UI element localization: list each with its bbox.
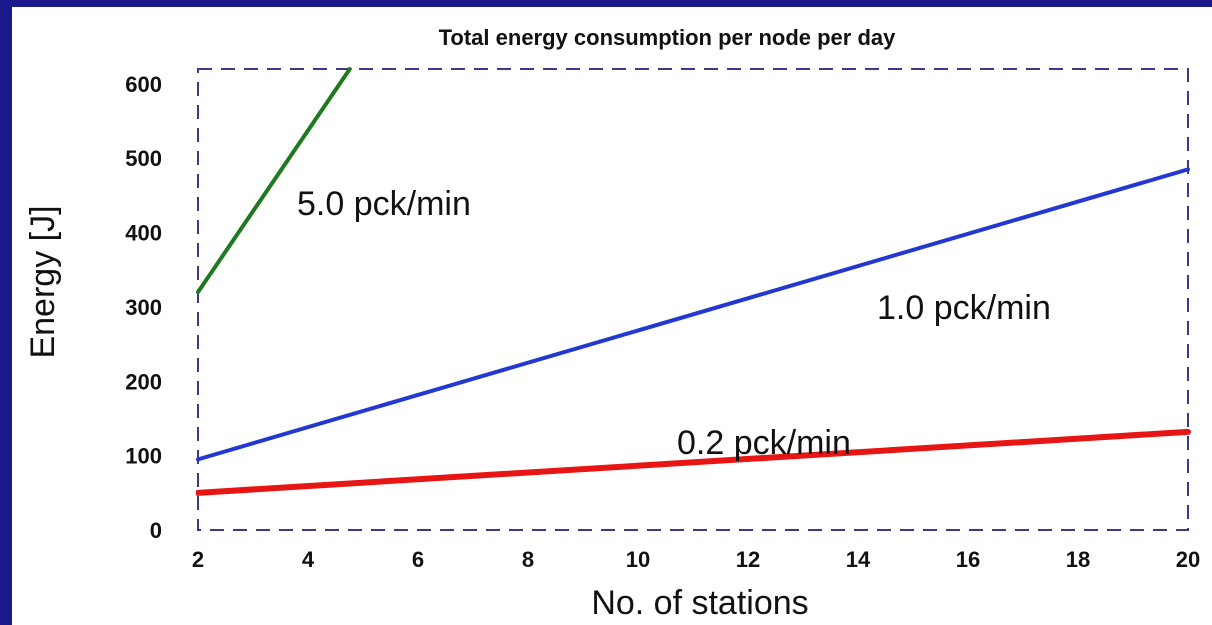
x-tick-label: 2 bbox=[192, 547, 204, 572]
y-axis-label: Energy [J] bbox=[24, 205, 62, 358]
series-labels: 5.0 pck/min 1.0 pck/min 0.2 pck/min bbox=[297, 185, 1051, 462]
x-tick-label: 18 bbox=[1066, 547, 1090, 572]
chart-title: Total energy consumption per node per da… bbox=[439, 25, 897, 50]
x-tick-label: 6 bbox=[412, 547, 424, 572]
series-line bbox=[196, 428, 1191, 496]
y-tick-label: 0 bbox=[150, 518, 162, 543]
series-line bbox=[196, 67, 352, 295]
x-axis-label: No. of stations bbox=[591, 584, 808, 622]
y-tick-label: 300 bbox=[125, 295, 162, 320]
y-tick-label: 500 bbox=[125, 146, 162, 171]
x-tick-label: 4 bbox=[302, 547, 315, 572]
x-tick-label: 14 bbox=[846, 547, 871, 572]
y-tick-label: 200 bbox=[125, 369, 162, 394]
series-label: 5.0 pck/min bbox=[297, 185, 471, 223]
y-axis-ticks: 0 100 200 300 400 500 600 bbox=[125, 72, 162, 543]
series-label: 1.0 pck/min bbox=[877, 289, 1051, 327]
x-axis-ticks: 2 4 6 8 10 12 14 16 18 20 bbox=[192, 547, 1200, 572]
x-tick-label: 10 bbox=[626, 547, 650, 572]
x-tick-label: 12 bbox=[736, 547, 760, 572]
y-tick-label: 600 bbox=[125, 72, 162, 97]
series-lines bbox=[196, 67, 1191, 496]
y-tick-label: 400 bbox=[125, 221, 162, 246]
series-line bbox=[196, 167, 1190, 462]
plot-frame bbox=[197, 68, 1189, 531]
x-tick-label: 16 bbox=[956, 547, 980, 572]
x-tick-label: 8 bbox=[522, 547, 534, 572]
line-chart: Total energy consumption per node per da… bbox=[24, 25, 1200, 622]
series-label: 0.2 pck/min bbox=[677, 424, 851, 462]
chart-panel: Total energy consumption per node per da… bbox=[12, 7, 1212, 625]
x-tick-label: 20 bbox=[1176, 547, 1200, 572]
y-tick-label: 100 bbox=[125, 444, 162, 469]
